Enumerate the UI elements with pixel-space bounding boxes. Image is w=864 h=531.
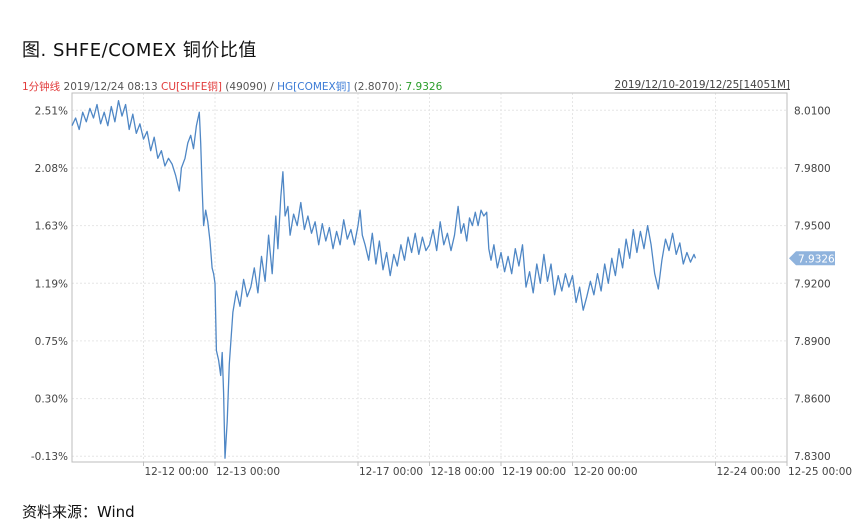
y-right-tick-label: 7.9500 xyxy=(794,221,831,233)
series2-label: HG[COMEX铜] xyxy=(277,81,351,93)
frequency-label[interactable]: 1分钟线 xyxy=(22,81,61,93)
y-left-tick-label: 0.30% xyxy=(35,394,68,406)
y-left-tick-label: -0.13% xyxy=(31,451,68,463)
chart-grid xyxy=(72,93,788,462)
ratio-series-line xyxy=(71,100,697,459)
datetime-label: 2019/12/24 08:13 xyxy=(63,81,158,93)
y-right-tick-label: 7.8900 xyxy=(794,336,831,348)
source-note: 资料来源：Wind xyxy=(22,503,135,521)
separator: / xyxy=(270,81,274,93)
x-tick-label: 12-19 00:00 xyxy=(502,466,566,478)
y-left-tick-label: 2.08% xyxy=(35,163,68,175)
x-tick-label: 12-20 00:00 xyxy=(574,466,638,478)
x-tick-label: 12-17 00:00 xyxy=(359,466,423,478)
y-left-tick-label: 1.19% xyxy=(35,278,68,290)
y-left-tick-label: 1.63% xyxy=(35,221,68,233)
series1-label: CU[SHFE铜] xyxy=(161,81,222,93)
ratio-value: : 7.9326 xyxy=(398,81,443,93)
y-right-tick-label: 7.9800 xyxy=(794,163,831,175)
series2-value: (2.8070) xyxy=(353,81,399,93)
y-left-tick-label: 2.51% xyxy=(35,105,68,117)
x-tick-label: 12-25 00:00 xyxy=(788,466,852,478)
y-left-tick-label: 0.75% xyxy=(35,336,68,348)
y-right-tick-label: 7.9200 xyxy=(794,278,831,290)
x-tick-label: 12-24 00:00 xyxy=(717,466,781,478)
series1-value: (49090) xyxy=(225,81,267,93)
figure-title: 图. SHFE/COMEX 铜价比值 xyxy=(22,40,257,61)
y-right-tick-label: 7.8600 xyxy=(794,394,831,406)
date-range-link[interactable]: 2019/12/10-2019/12/25[14051M] xyxy=(614,79,790,91)
left-y-axis: 2.51% 2.08% 1.63% 1.19% 0.75% 0.30% -0.13% xyxy=(31,105,68,463)
y-right-tick-label: 8.0100 xyxy=(794,105,831,117)
x-tick-label: 12-12 00:00 xyxy=(145,466,209,478)
last-value-tag: 7.9326 xyxy=(789,251,835,266)
x-axis: 12-12 00:00 12-13 00:00 12-17 00:00 12-18 0… xyxy=(145,466,853,478)
x-tick-label: 12-13 00:00 xyxy=(216,466,280,478)
chart-axes xyxy=(71,92,788,466)
right-y-axis: 8.0100 7.9800 7.9500 7.9200 7.8900 7.8600 7.83… xyxy=(794,105,831,463)
last-value-tag-shape xyxy=(789,251,835,266)
y-right-tick-label: 7.8300 xyxy=(794,451,831,463)
chart-info-bar: 1分钟线 2019/12/24 08:13 CU[SHFE铜] (49090) … xyxy=(22,79,442,94)
x-tick-label: 12-18 00:00 xyxy=(431,466,495,478)
last-value-tag-label: 7.9326 xyxy=(798,253,835,265)
series-group xyxy=(71,100,697,459)
